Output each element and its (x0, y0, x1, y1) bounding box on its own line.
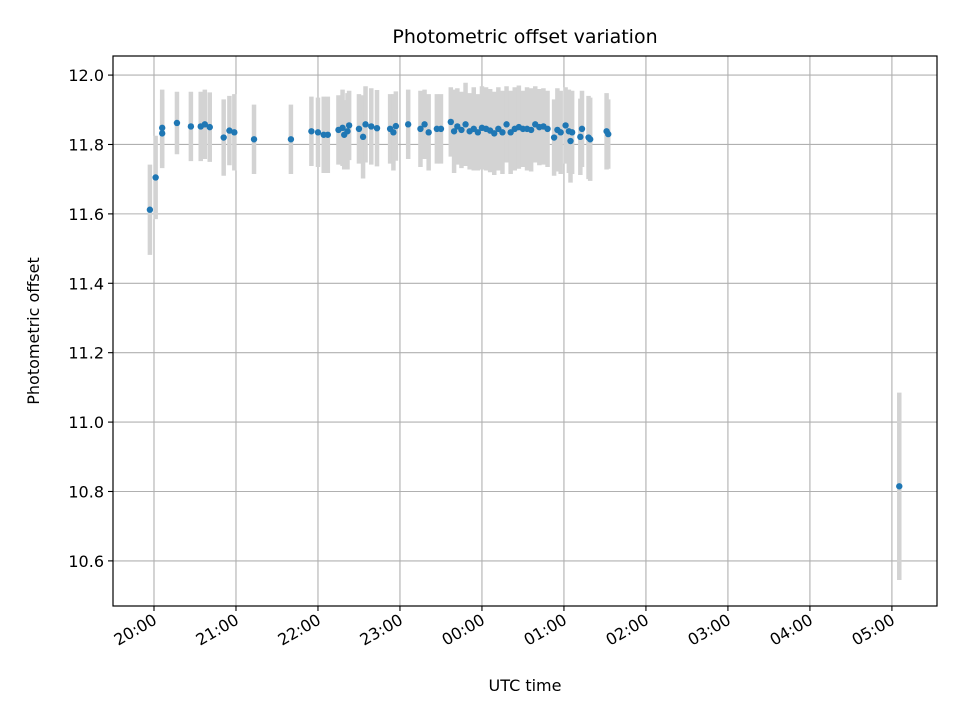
data-point (152, 174, 159, 181)
data-point (578, 125, 586, 133)
data-point (417, 125, 424, 133)
data-point (339, 124, 346, 132)
data-point (158, 130, 166, 137)
data-point (586, 136, 594, 143)
data-point (392, 122, 400, 130)
data-points (146, 118, 903, 490)
data-point (250, 136, 258, 143)
data-point (146, 206, 154, 213)
chart-title: Photometric offset variation (392, 26, 657, 48)
data-point (206, 123, 213, 131)
data-point (567, 137, 574, 145)
y-tick-label: 10.8 (68, 482, 104, 501)
data-point (550, 134, 558, 141)
data-point (896, 483, 903, 490)
data-point (368, 123, 375, 130)
data-point (404, 121, 412, 128)
data-point (450, 128, 458, 135)
data-point (447, 118, 454, 126)
data-point (462, 121, 469, 128)
data-point (437, 125, 445, 133)
y-axis: 10.6 10.8 11.0 11.2 11.4 11.6 11.8 12.0 (68, 66, 113, 571)
data-point (287, 136, 295, 143)
data-point (562, 122, 569, 129)
data-point (324, 131, 332, 138)
data-point (231, 129, 238, 136)
data-point (557, 129, 564, 136)
y-tick-label: 11.6 (68, 205, 104, 224)
data-point (503, 121, 510, 128)
data-point (362, 121, 369, 128)
y-tick-label: 12.0 (68, 66, 104, 85)
data-point (458, 126, 465, 134)
data-point (359, 133, 367, 141)
data-point (158, 124, 166, 132)
data-point (308, 128, 315, 135)
data-point (425, 129, 432, 136)
plot-frame (112, 55, 938, 607)
y-tick-label: 11.4 (68, 274, 104, 293)
data-point (605, 130, 612, 138)
y-tick-label: 10.6 (68, 552, 104, 571)
data-point (421, 121, 428, 128)
data-point (491, 130, 498, 137)
data-point (345, 122, 353, 129)
y-tick-label: 11.2 (68, 344, 104, 363)
data-point (373, 124, 381, 132)
y-axis-label: Photometric offset (24, 257, 43, 405)
data-point (173, 119, 181, 127)
data-point (314, 129, 322, 136)
data-point (499, 129, 506, 136)
x-axis-label: UTC time (489, 676, 562, 695)
data-point (544, 125, 551, 133)
data-point (568, 129, 576, 136)
data-point (577, 133, 584, 141)
data-point (201, 121, 209, 128)
data-point (474, 129, 482, 136)
data-point (187, 123, 195, 130)
data-point (390, 129, 397, 136)
data-point (527, 126, 535, 134)
data-point (226, 127, 233, 134)
y-tick-label: 11.0 (68, 413, 104, 432)
data-point (220, 134, 227, 141)
y-tick-label: 11.8 (68, 135, 104, 154)
data-point (355, 125, 363, 133)
data-point (344, 128, 351, 135)
